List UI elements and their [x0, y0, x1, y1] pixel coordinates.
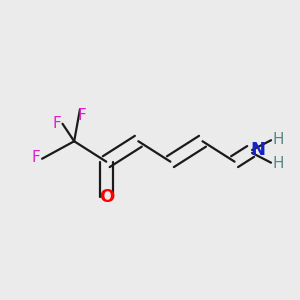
Text: N: N — [250, 141, 266, 159]
Text: F: F — [32, 150, 40, 165]
Text: F: F — [52, 116, 61, 131]
Text: H: H — [272, 132, 284, 147]
Text: F: F — [77, 108, 86, 123]
Text: H: H — [272, 156, 284, 171]
Text: O: O — [99, 188, 114, 206]
